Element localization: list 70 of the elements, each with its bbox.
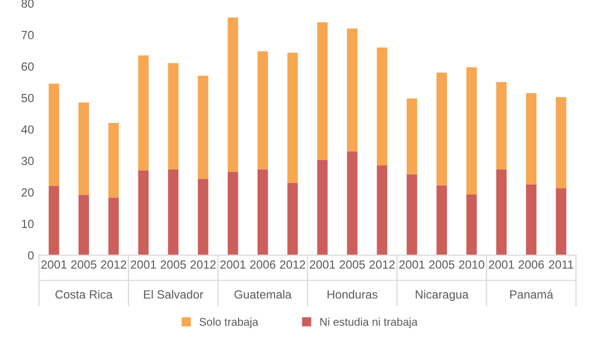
- y-tick-label: 40: [21, 125, 34, 134]
- x-tick-label: 2005: [429, 260, 454, 269]
- bar: [258, 51, 268, 170]
- x-tick-label: 2001: [399, 260, 424, 269]
- x-tick-label: 2012: [280, 260, 306, 269]
- bar: [436, 185, 447, 256]
- text: Guatemala: [234, 290, 292, 299]
- x-tick-label: 2001: [41, 260, 66, 269]
- x-tick-label: 2005: [160, 260, 186, 269]
- x-tick-label: 2005: [340, 260, 365, 269]
- bar: [138, 55, 149, 170]
- bar: [198, 178, 208, 256]
- bar: [78, 194, 89, 256]
- bar: [376, 165, 388, 256]
- bar: [258, 169, 268, 256]
- bar: [138, 170, 149, 256]
- x-tick-label: 2011: [548, 260, 574, 269]
- bar: [48, 186, 60, 256]
- x-tick-label: 2001: [488, 260, 514, 269]
- x-tick-label: 2001: [220, 260, 246, 269]
- y-tick-label: 20: [22, 188, 34, 197]
- y-tick-label: 60: [22, 62, 34, 71]
- x-tick-label: 2012: [190, 260, 216, 269]
- bar: [168, 63, 178, 170]
- bar: [287, 52, 298, 183]
- x-tick-label: 2012: [101, 260, 126, 269]
- x-tick-label: 2012: [370, 260, 395, 269]
- text: El Salvador: [144, 290, 204, 299]
- bar: [317, 160, 328, 256]
- bar: [556, 97, 566, 188]
- bar: [168, 169, 178, 256]
- bar: [406, 98, 418, 174]
- bar: [228, 18, 238, 172]
- x-tick-label: 2001: [130, 260, 156, 269]
- y-tick-label: 0: [28, 251, 34, 260]
- bar: [526, 93, 536, 184]
- bar: [228, 172, 238, 256]
- text: Nicaragua: [416, 290, 469, 301]
- x-tick-label: 2005: [71, 260, 96, 269]
- y-tick-label: 50: [21, 94, 34, 102]
- bar: [466, 67, 477, 194]
- bar: [287, 182, 298, 256]
- bar: [48, 84, 60, 186]
- bar: [496, 169, 507, 256]
- x-tick-label: 2006: [518, 260, 544, 269]
- bar: [317, 22, 328, 160]
- y-tick-label: 10: [22, 220, 34, 228]
- y-tick-label: 30: [21, 156, 34, 166]
- bar: [376, 47, 388, 166]
- bar: [496, 82, 507, 170]
- bar: [108, 198, 119, 256]
- bar: [436, 72, 447, 186]
- text: Honduras: [328, 290, 378, 299]
- legend-label: Ni estudia ni trabaja: [320, 318, 418, 328]
- bar: [466, 194, 477, 256]
- bar: [347, 151, 358, 256]
- text: Costa Rica: [55, 290, 113, 299]
- bar: [78, 102, 89, 195]
- legend-label: Solo trabaja: [200, 318, 258, 328]
- bar: [526, 184, 536, 256]
- x-tick-label: 2010: [459, 260, 484, 269]
- x-tick-label: 2001: [310, 260, 335, 269]
- bar: [198, 76, 208, 179]
- bar: [406, 174, 418, 256]
- bar: [347, 28, 358, 152]
- text: Panamá: [510, 290, 554, 299]
- y-tick-label: 70: [22, 30, 34, 40]
- bar: [108, 122, 119, 198]
- x-tick-label: 2006: [250, 260, 276, 269]
- bar: [556, 188, 566, 256]
